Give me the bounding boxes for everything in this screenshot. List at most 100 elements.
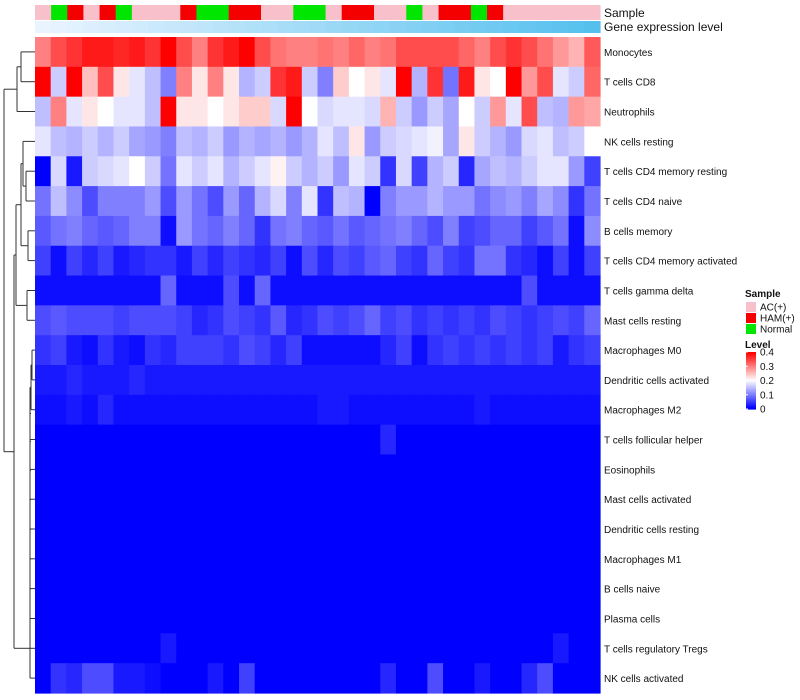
sample-annotation-cell xyxy=(67,5,85,20)
legend-colorbar-step xyxy=(746,360,756,363)
heatmap-cell xyxy=(333,156,350,187)
heatmap-cell xyxy=(144,186,162,217)
sample-annotation-cell xyxy=(309,5,327,20)
heatmap-cell xyxy=(113,275,130,306)
heatmap-cell xyxy=(97,156,115,187)
heatmap-cell xyxy=(568,603,585,634)
heatmap-cell xyxy=(254,245,272,277)
heatmap-cell xyxy=(317,275,334,306)
heatmap-cell xyxy=(254,186,272,217)
heatmap-cell xyxy=(458,484,476,515)
heatmap-cell xyxy=(50,96,67,128)
heatmap-cell xyxy=(176,573,193,605)
heatmap-cell xyxy=(223,394,240,426)
heatmap-cell xyxy=(66,394,83,426)
gene-expression-cell xyxy=(341,21,359,33)
legend-colorbar-label: 0.1 xyxy=(760,390,774,401)
gene-expression-cell xyxy=(277,21,294,33)
heatmap-cell xyxy=(364,96,381,128)
heatmap-cell xyxy=(552,365,570,396)
sample-annotation-cell xyxy=(196,5,214,20)
legend-colorbar-step xyxy=(746,376,756,379)
heatmap-cell xyxy=(505,335,523,366)
heatmap-cell xyxy=(160,484,177,515)
heatmap-cell xyxy=(66,66,83,98)
legend-colorbar-step xyxy=(746,401,756,404)
heatmap-cell xyxy=(443,215,460,247)
heatmap-cell xyxy=(537,215,554,247)
sample-annotation-cell xyxy=(357,5,375,20)
heatmap-cell xyxy=(144,424,162,456)
heatmap-cell xyxy=(82,543,99,575)
gene-expression-annotation-bar xyxy=(35,21,601,33)
row-label: T cells CD4 memory resting xyxy=(604,167,727,178)
heatmap-cell xyxy=(427,424,444,456)
heatmap-cell xyxy=(144,514,162,545)
heatmap-cell xyxy=(364,66,381,98)
heatmap-cell xyxy=(97,484,115,515)
heatmap-cell xyxy=(254,126,272,157)
heatmap-cell xyxy=(144,543,162,575)
heatmap-cell xyxy=(270,215,287,247)
heatmap-cell xyxy=(113,37,130,68)
heatmap-cell xyxy=(286,215,303,247)
heatmap-cell xyxy=(443,484,460,515)
heatmap-cell xyxy=(443,424,460,456)
heatmap-cell xyxy=(521,543,538,575)
heatmap-cell xyxy=(129,66,146,98)
heatmap-cell xyxy=(239,394,256,426)
heatmap-cell xyxy=(348,514,366,545)
heatmap-cell xyxy=(380,365,397,396)
gene-expression-annotation-label: Gene expression level xyxy=(604,20,723,34)
heatmap-cell xyxy=(568,37,585,68)
heatmap-cell xyxy=(129,603,146,634)
heatmap-cell xyxy=(82,424,99,456)
heatmap-cell xyxy=(380,633,397,664)
heatmap-cell xyxy=(521,484,538,515)
heatmap-cell xyxy=(239,514,256,545)
heatmap-cell xyxy=(490,514,507,545)
heatmap-cell xyxy=(35,186,52,217)
heatmap-cell xyxy=(364,454,381,485)
legend-colorbar-step xyxy=(746,357,756,360)
legend-sample-swatch xyxy=(746,302,756,312)
heatmap-cell xyxy=(270,424,287,456)
heatmap-cell xyxy=(395,96,413,128)
heatmap-cell xyxy=(505,454,523,485)
heatmap-cell xyxy=(458,663,476,694)
heatmap-cell xyxy=(286,335,303,366)
heatmap-cell xyxy=(129,365,146,396)
heatmap-cell xyxy=(333,186,350,217)
heatmap-cell xyxy=(395,514,413,545)
heatmap-cell xyxy=(160,96,177,128)
heatmap-cell xyxy=(50,66,67,98)
heatmap-cell xyxy=(66,245,83,277)
heatmap-cell xyxy=(207,245,224,277)
heatmap-cell xyxy=(270,156,287,187)
heatmap-cell xyxy=(427,126,444,157)
legend-sample-entries: AC(+)HAM(+)Normal xyxy=(746,302,795,336)
heatmap-cell xyxy=(66,484,83,515)
heatmap-cell xyxy=(129,573,146,605)
heatmap-cell xyxy=(113,156,130,187)
heatmap-cell xyxy=(223,454,240,485)
heatmap-cell xyxy=(35,126,52,157)
legend-sample-label: Normal xyxy=(760,325,792,336)
legend-colorbar-step xyxy=(746,400,756,403)
heatmap-cell xyxy=(552,633,570,664)
heatmap-cell xyxy=(97,514,115,545)
heatmap-cell xyxy=(317,543,334,575)
heatmap-cell xyxy=(427,663,444,694)
heatmap-cell xyxy=(490,156,507,187)
heatmap-cell xyxy=(270,633,287,664)
heatmap-cell xyxy=(207,365,224,396)
row-label: T cells CD8 xyxy=(604,78,656,89)
sample-annotation-cell xyxy=(83,5,101,20)
heatmap-cell xyxy=(474,394,491,426)
legend-colorbar-step xyxy=(746,391,756,394)
heatmap-cell xyxy=(113,66,130,98)
heatmap-cell xyxy=(443,96,460,128)
gene-expression-cell xyxy=(438,21,456,33)
heatmap-cell xyxy=(521,335,538,366)
heatmap-cell xyxy=(317,454,334,485)
